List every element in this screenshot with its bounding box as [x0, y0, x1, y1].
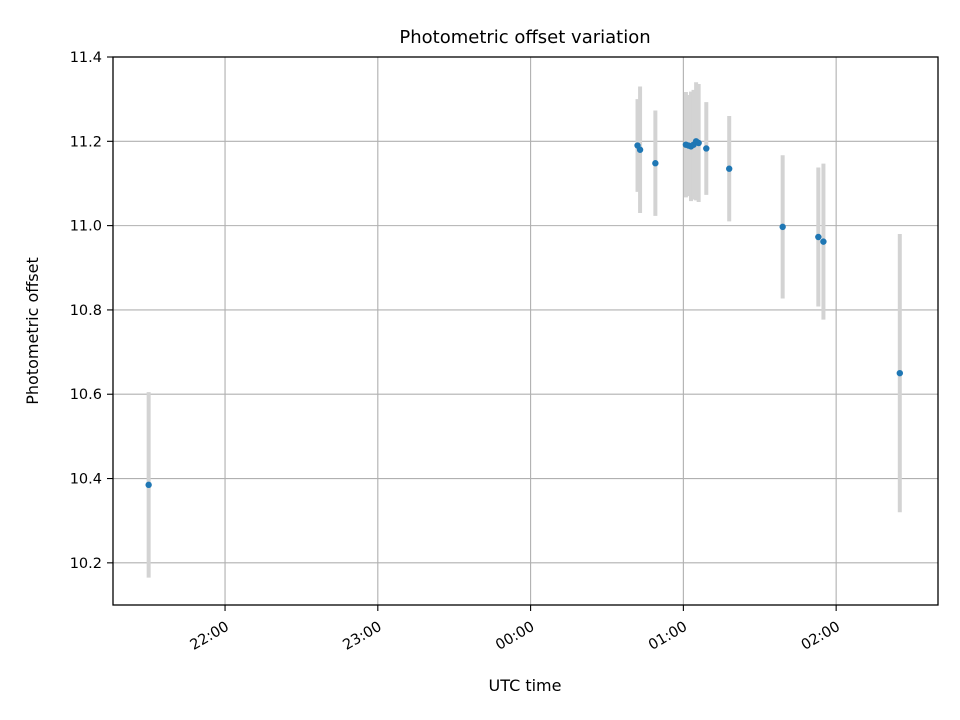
data-point — [779, 223, 786, 231]
y-tick-label: 11.4 — [70, 50, 102, 66]
data-point — [726, 165, 733, 172]
chart-title: Photometric offset variation — [399, 27, 650, 48]
data-point — [896, 369, 904, 377]
data-point — [820, 238, 827, 245]
y-tick-label: 10.8 — [70, 303, 102, 319]
data-point — [815, 233, 822, 241]
axis-ticks — [107, 56, 837, 611]
data-point — [652, 160, 659, 167]
data-points — [145, 138, 904, 489]
plot-frame — [112, 56, 939, 606]
y-tick-label: 11.2 — [70, 134, 102, 150]
y-tick-label: 11.0 — [70, 219, 102, 235]
y-tick-label: 10.4 — [70, 472, 102, 488]
x-axis-label: UTC time — [489, 676, 562, 695]
data-point — [703, 145, 710, 152]
data-point — [636, 146, 644, 153]
data-point — [145, 481, 152, 489]
data-point — [695, 139, 702, 147]
y-tick-label: 10.2 — [70, 556, 102, 572]
y-tick-label: 10.6 — [70, 387, 102, 403]
y-axis-label: Photometric offset — [23, 257, 42, 405]
